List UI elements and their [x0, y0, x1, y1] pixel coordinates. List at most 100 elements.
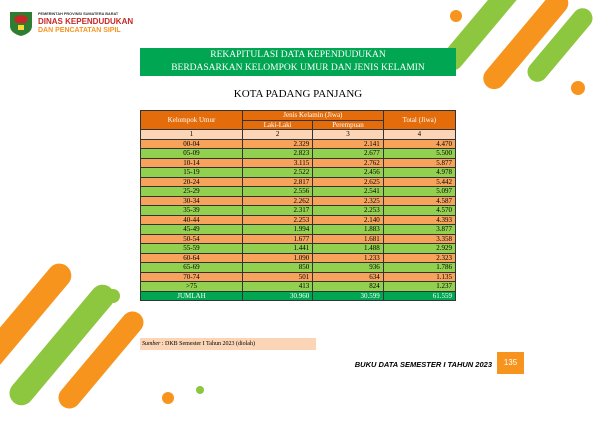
- table-cell: 50-54: [140, 233, 243, 244]
- column-number: 2: [241, 129, 314, 140]
- table-cell: 2.140: [312, 214, 384, 225]
- table-cell: 3.115: [241, 157, 314, 168]
- corner-shapes: [0, 0, 593, 409]
- table-cell: 824: [312, 281, 384, 292]
- table-cell: 1.488: [312, 243, 384, 254]
- table-cell: 1.677: [241, 233, 314, 244]
- column-number: 1: [140, 129, 243, 140]
- table-row: 70-74 501 634 1.135: [140, 271, 457, 282]
- table-cell: 5.442: [382, 176, 457, 187]
- table-row: 30-34 2.262 2.325 4.587: [140, 195, 457, 206]
- header-cell: Kelompok Umur: [140, 110, 243, 130]
- table-cell: 4.978: [382, 167, 457, 178]
- table-cell: 2.929: [382, 243, 457, 254]
- table-cell: 1.441: [241, 243, 314, 254]
- data-table: Kelompok Umur Jenis Kelamin (Jiwa) Total…: [140, 110, 457, 301]
- table-cell: 00-04: [140, 138, 243, 149]
- table-cell: 5.097: [382, 186, 457, 197]
- table-cell: 413: [241, 281, 314, 292]
- title: REKAPITULASI DATA KEPENDUDUKAN: [210, 50, 386, 60]
- table-row: 65-69 850 936 1.786: [140, 262, 457, 273]
- table-cell: 2.323: [382, 252, 457, 263]
- table-cell: 3.877: [382, 224, 457, 235]
- agency-line: PEMERINTAH PROVINSI SUMATERA BARAT: [38, 12, 119, 16]
- table-cell: 35-39: [140, 205, 243, 216]
- table-cell: 4.470: [382, 138, 457, 149]
- table-cell: 4.570: [382, 205, 457, 216]
- total-cell: 30.599: [312, 290, 384, 301]
- table-cell: 10-14: [140, 157, 243, 168]
- header-cell: Total (Jiwa): [382, 110, 457, 130]
- table-cell: 4.393: [382, 214, 457, 225]
- table-row: 15-19 2.522 2.456 4.978: [140, 167, 457, 178]
- table-cell: 3.358: [382, 233, 457, 244]
- table-cell: 501: [241, 271, 314, 282]
- title-bar: REKAPITULASI DATA KEPENDUDUKAN BERDASARK…: [140, 48, 456, 76]
- table-cell: 2.817: [241, 176, 314, 187]
- table-cell: 2.556: [241, 186, 314, 197]
- table-cell: 1.883: [312, 224, 384, 235]
- table-cell: 60-64: [140, 252, 243, 263]
- table-cell: 2.262: [241, 195, 314, 206]
- table-cell: 2.677: [312, 148, 384, 159]
- agency-name: DINAS KEPENDUDUKAN: [38, 17, 134, 26]
- table-cell: 1.237: [382, 281, 457, 292]
- table-cell: 20-24: [140, 176, 243, 187]
- table-row: 45-49 1.994 1.883 3.877: [140, 224, 457, 235]
- total-cell: 30.960: [241, 290, 314, 301]
- page-number: 135: [497, 352, 524, 374]
- table-cell: 2.253: [241, 214, 314, 225]
- table-cell: 30-34: [140, 195, 243, 206]
- table-body: 1 2 3 4 00-04 2.329 2.141 4.470 05-09 2.823 2.677 5…: [140, 129, 457, 301]
- table-cell: 45-49: [140, 224, 243, 235]
- title: BERDASARKAN KELOMPOK UMUR DAN JENIS KELA…: [171, 63, 425, 73]
- total-row: JUMLAH 30.960 30.599 61.559: [140, 290, 457, 301]
- subtitle: KOTA PADANG PANJANG: [233, 88, 363, 100]
- table-cell: 4.587: [382, 195, 457, 206]
- table-row: >75 413 824 1.237: [140, 281, 457, 292]
- table-cell: 15-19: [140, 167, 243, 178]
- table-row: 35-39 2.317 2.253 4.570: [140, 205, 457, 216]
- table-cell: 1.994: [241, 224, 314, 235]
- total-cell: JUMLAH: [140, 290, 243, 301]
- table-row: 05-09 2.823 2.677 5.500: [140, 148, 457, 159]
- source-text: : DKB Semester I Tahun 2023 (diolah): [161, 341, 255, 347]
- table-cell: 5.500: [382, 148, 457, 159]
- table-cell: 65-69: [140, 262, 243, 273]
- table-cell: 936: [312, 262, 384, 273]
- column-number: 4: [382, 129, 457, 140]
- table-cell: 2.625: [312, 176, 384, 187]
- table-cell: 2.253: [312, 205, 384, 216]
- table-cell: 1.090: [241, 252, 314, 263]
- table-row: 50-54 1.677 1.681 3.358: [140, 233, 457, 244]
- table-cell: 2.762: [312, 157, 384, 168]
- table-row: 00-04 2.329 2.141 4.470: [140, 138, 457, 149]
- header-cell: Perempuan: [312, 119, 384, 130]
- header-cell: Jenis Kelamin (Jiwa): [241, 110, 384, 121]
- table-row: 10-14 3.115 2.762 5.877: [140, 157, 457, 168]
- table-cell: 2.317: [241, 205, 314, 216]
- table-cell: 70-74: [140, 271, 243, 282]
- table-row: 55-59 1.441 1.488 2.929: [140, 243, 457, 254]
- logo: [10, 12, 32, 36]
- table-cell: 2.325: [312, 195, 384, 206]
- column-number: 3: [312, 129, 384, 140]
- source-label: Sumber: [142, 341, 161, 347]
- table-cell: 850: [241, 262, 314, 273]
- source-note: Sumber : DKB Semester I Tahun 2023 (diol…: [140, 338, 316, 350]
- table-cell: 55-59: [140, 243, 243, 254]
- table-cell: 1.681: [312, 233, 384, 244]
- footer-title: BUKU DATA SEMESTER I TAHUN 2023: [354, 360, 492, 369]
- table-cell: 634: [312, 271, 384, 282]
- table-cell: 05-09: [140, 148, 243, 159]
- total-cell: 61.559: [382, 290, 457, 301]
- table-cell: 2.823: [241, 148, 314, 159]
- header-cell: Laki-Laki: [241, 119, 314, 130]
- table-cell: 2.541: [312, 186, 384, 197]
- table-cell: 1.233: [312, 252, 384, 263]
- table-cell: 2.456: [312, 167, 384, 178]
- table-cell: >75: [140, 281, 243, 292]
